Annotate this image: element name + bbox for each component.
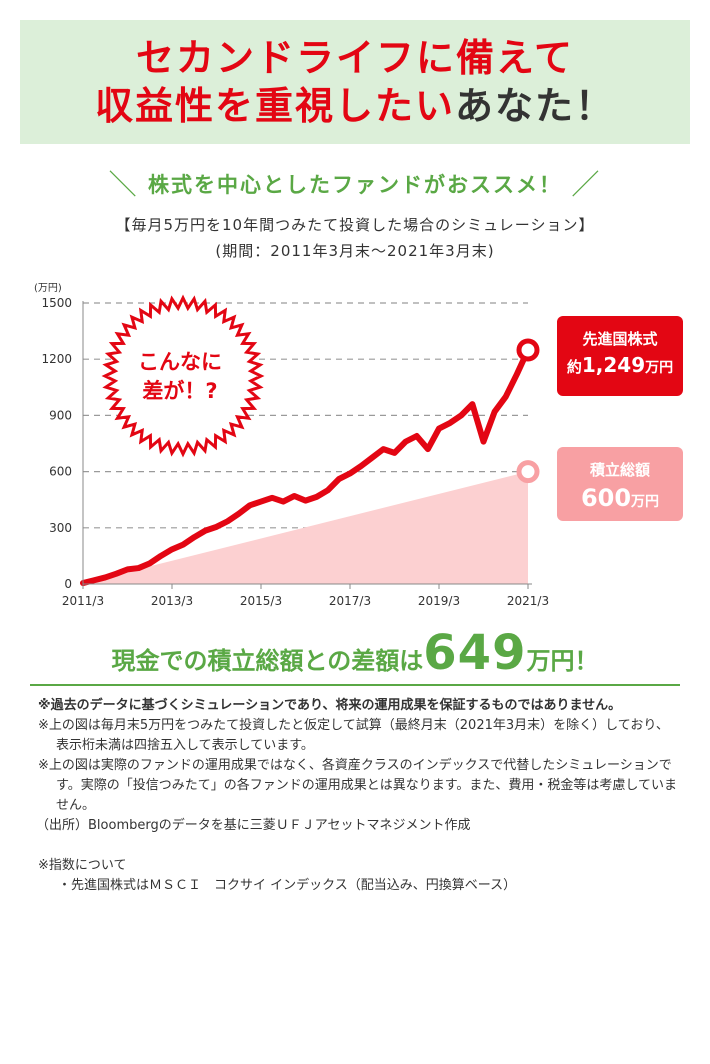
badge-line-2: 差が！? bbox=[142, 379, 217, 403]
y-tick-label: 1500 bbox=[41, 296, 72, 310]
difference-unit: 万円！ bbox=[526, 647, 599, 675]
headline-rest: あなた！ bbox=[455, 84, 616, 128]
headline-line-2: 収益性を重視したいあなた！ bbox=[0, 82, 710, 130]
difference-prefix: 現金での積立総額との差額は bbox=[111, 647, 424, 675]
y-axis-unit: (万円) bbox=[34, 283, 62, 294]
y-tick-label: 300 bbox=[49, 521, 72, 535]
headline-line-1: セカンドライフに備えて bbox=[135, 36, 575, 80]
note-1: ※過去のデータに基づくシミュレーションであり、将来の運用成果を保証するものではあ… bbox=[38, 698, 622, 713]
savings-endpoint-marker bbox=[516, 460, 540, 484]
y-tick-label: 600 bbox=[49, 465, 72, 479]
y-tick-label: 900 bbox=[49, 408, 72, 422]
note-index-title: ※指数について bbox=[38, 858, 127, 873]
stock-callout-value: 約1,249万円 bbox=[557, 353, 683, 377]
stock-callout-number: 1,249 bbox=[581, 353, 646, 377]
chart-axes bbox=[82, 301, 532, 589]
recommend-banner: ＼ 株式を中心としたファンドがおススメ！ ／ bbox=[0, 163, 710, 203]
difference-value: 649 bbox=[423, 625, 527, 681]
x-tick-label: 2021/3 bbox=[507, 594, 549, 608]
x-tick-labels: 2011/3 2013/3 2015/3 2017/3 2019/3 2021/3 bbox=[62, 594, 549, 608]
x-tick-label: 2019/3 bbox=[418, 594, 460, 608]
disclaimer-notes: ※過去のデータに基づくシミュレーションであり、将来の運用成果を保証するものではあ… bbox=[36, 696, 678, 896]
savings-callout-label: 積立総額 bbox=[589, 461, 650, 479]
x-tick-label: 2011/3 bbox=[62, 594, 104, 608]
x-tick-label: 2013/3 bbox=[151, 594, 193, 608]
stock-callout-label: 先進国株式 bbox=[582, 330, 658, 348]
y-tick-label: 0 bbox=[64, 577, 72, 591]
savings-callout: 積立総額 600万円 bbox=[557, 447, 683, 521]
headline-emphasis: 収益性を重視したい bbox=[94, 84, 455, 128]
series-savings-area bbox=[83, 471, 528, 584]
slash-right: ／ bbox=[571, 168, 602, 201]
x-tick-label: 2017/3 bbox=[329, 594, 371, 608]
stock-callout-unit: 万円 bbox=[645, 360, 674, 376]
x-tick-label: 2015/3 bbox=[240, 594, 282, 608]
stock-endpoint-marker bbox=[516, 338, 540, 362]
savings-callout-number: 600 bbox=[580, 484, 632, 512]
savings-callout-value: 600万円 bbox=[557, 484, 683, 512]
recommend-text: 株式を中心としたファンドがおススメ！ bbox=[148, 173, 562, 197]
difference-underline bbox=[30, 684, 680, 686]
badge-line-1: こんなに bbox=[138, 350, 222, 374]
simulation-chart: (万円) 0 300 600 900 1200 1500 2011/3 2013/3 2015… bbox=[34, 283, 549, 608]
note-source: （出所）Bloombergのデータを基に三菱ＵＦＪアセットマネジメント作成 bbox=[36, 818, 471, 833]
header-banner bbox=[20, 20, 690, 144]
simulation-period: (期間：2011年3月末〜2021年3月末) bbox=[215, 242, 495, 260]
note-index-item: ・先進国株式はＭＳＣＩ コクサイ インデックス（配当込み、円換算ベース） bbox=[58, 878, 517, 893]
stock-callout: 先進国株式 約1,249万円 bbox=[557, 316, 683, 396]
burst-shape bbox=[101, 294, 265, 458]
series-stock-line bbox=[80, 347, 531, 587]
slash-left: ＼ bbox=[108, 168, 139, 201]
stock-callout-prefix: 約 bbox=[566, 358, 582, 376]
savings-callout-unit: 万円 bbox=[631, 494, 660, 510]
note-2: ※上の図は毎月末5万円をつみたて投資したと仮定して試算（最終月末（2021年3月… bbox=[38, 718, 669, 753]
y-tick-label: 1200 bbox=[41, 352, 72, 366]
difference-headline: 現金での積立総額との差額は649万円！ bbox=[30, 625, 680, 681]
y-tick-labels: 0 300 600 900 1200 1500 bbox=[41, 296, 72, 591]
note-3: ※上の図は実際のファンドの運用成果ではなく、各資産クラスのインデックスで代替した… bbox=[38, 758, 678, 813]
comparison-badge: こんなに 差が！? bbox=[101, 294, 265, 458]
simulation-title: 【毎月5万円を10年間つみたて投資した場合のシミュレーション】 bbox=[115, 216, 595, 234]
